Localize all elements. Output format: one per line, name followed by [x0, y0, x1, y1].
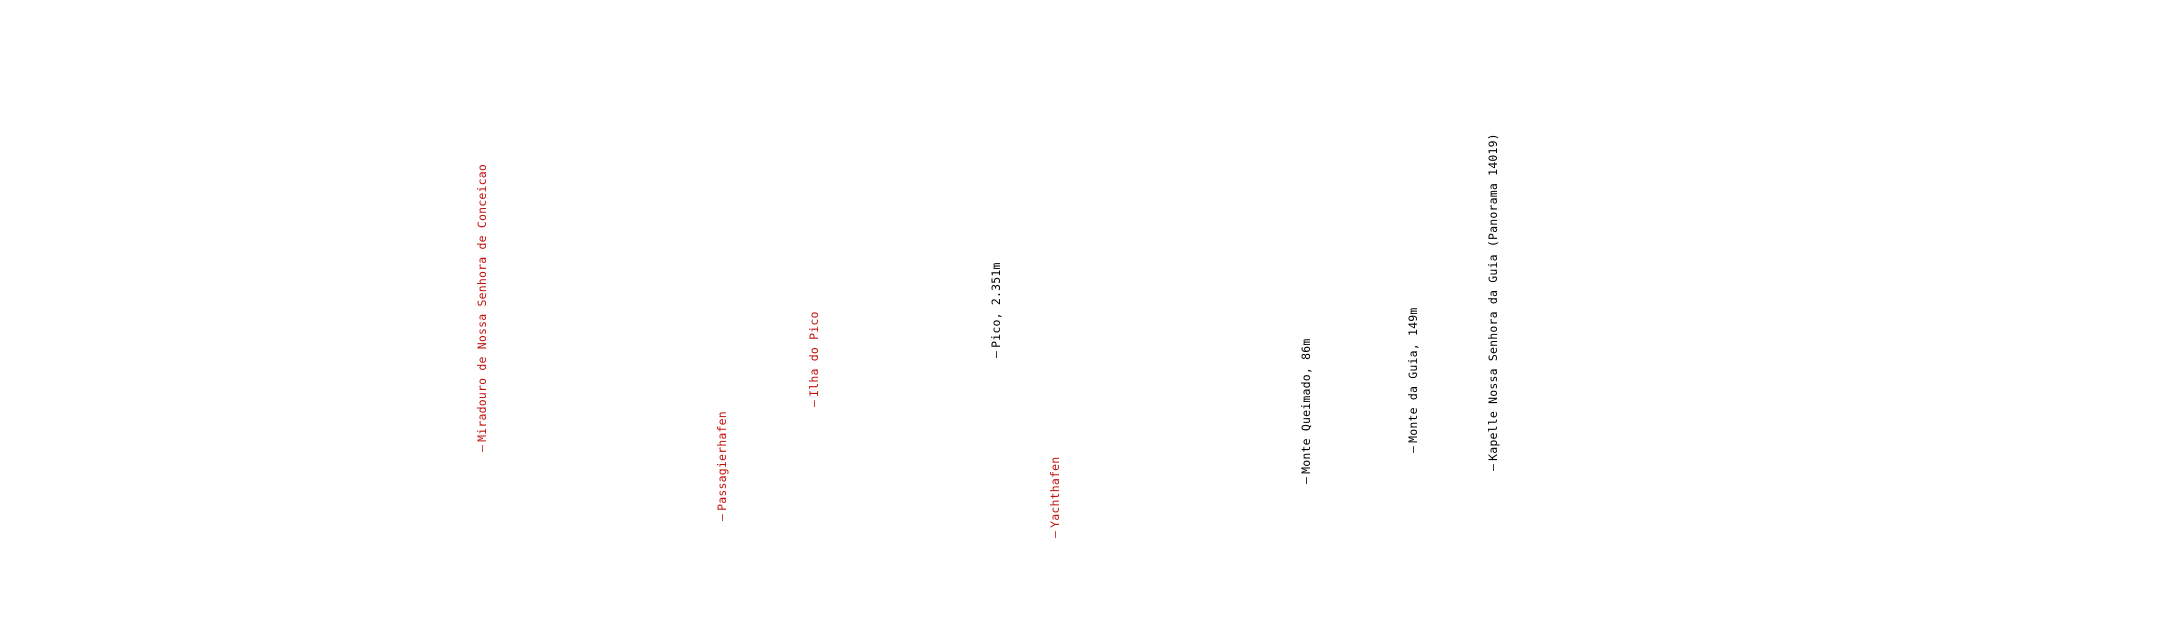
label-text: Passagierhafen	[715, 411, 729, 511]
label-yachthafen[interactable]: — Yachthafen	[1048, 456, 1062, 538]
marker-line: —	[475, 444, 489, 452]
label-monte-da-guia[interactable]: — Monte da Guia, 149m	[1406, 307, 1420, 453]
marker-line: —	[807, 399, 821, 407]
label-text: Ilha do Pico	[807, 311, 821, 397]
label-ilha-do-pico[interactable]: — Ilha do Pico	[807, 311, 821, 407]
marker-line: —	[1486, 463, 1500, 471]
label-text: Kapelle Nossa Senhora da Guia (Panorama …	[1486, 133, 1500, 461]
marker-line: —	[1299, 476, 1313, 484]
label-text: Yachthafen	[1048, 456, 1062, 528]
label-text: Monte da Guia, 149m	[1406, 307, 1420, 443]
label-text: Pico, 2.351m	[989, 262, 1003, 348]
marker-line: —	[989, 350, 1003, 358]
label-pico[interactable]: — Pico, 2.351m	[989, 262, 1003, 358]
label-passagierhafen[interactable]: — Passagierhafen	[715, 411, 729, 521]
label-text: Monte Queimado, 86m	[1299, 338, 1313, 474]
marker-line: —	[1048, 530, 1062, 538]
label-miradouro[interactable]: — Miradouro de Nossa Senhora de Conceicao	[475, 164, 489, 452]
marker-line: —	[715, 513, 729, 521]
label-monte-queimado[interactable]: — Monte Queimado, 86m	[1299, 338, 1313, 484]
label-text: Miradouro de Nossa Senhora de Conceicao	[475, 164, 489, 442]
marker-line: —	[1406, 445, 1420, 453]
label-kapelle[interactable]: — Kapelle Nossa Senhora da Guia (Panorama…	[1486, 133, 1500, 471]
